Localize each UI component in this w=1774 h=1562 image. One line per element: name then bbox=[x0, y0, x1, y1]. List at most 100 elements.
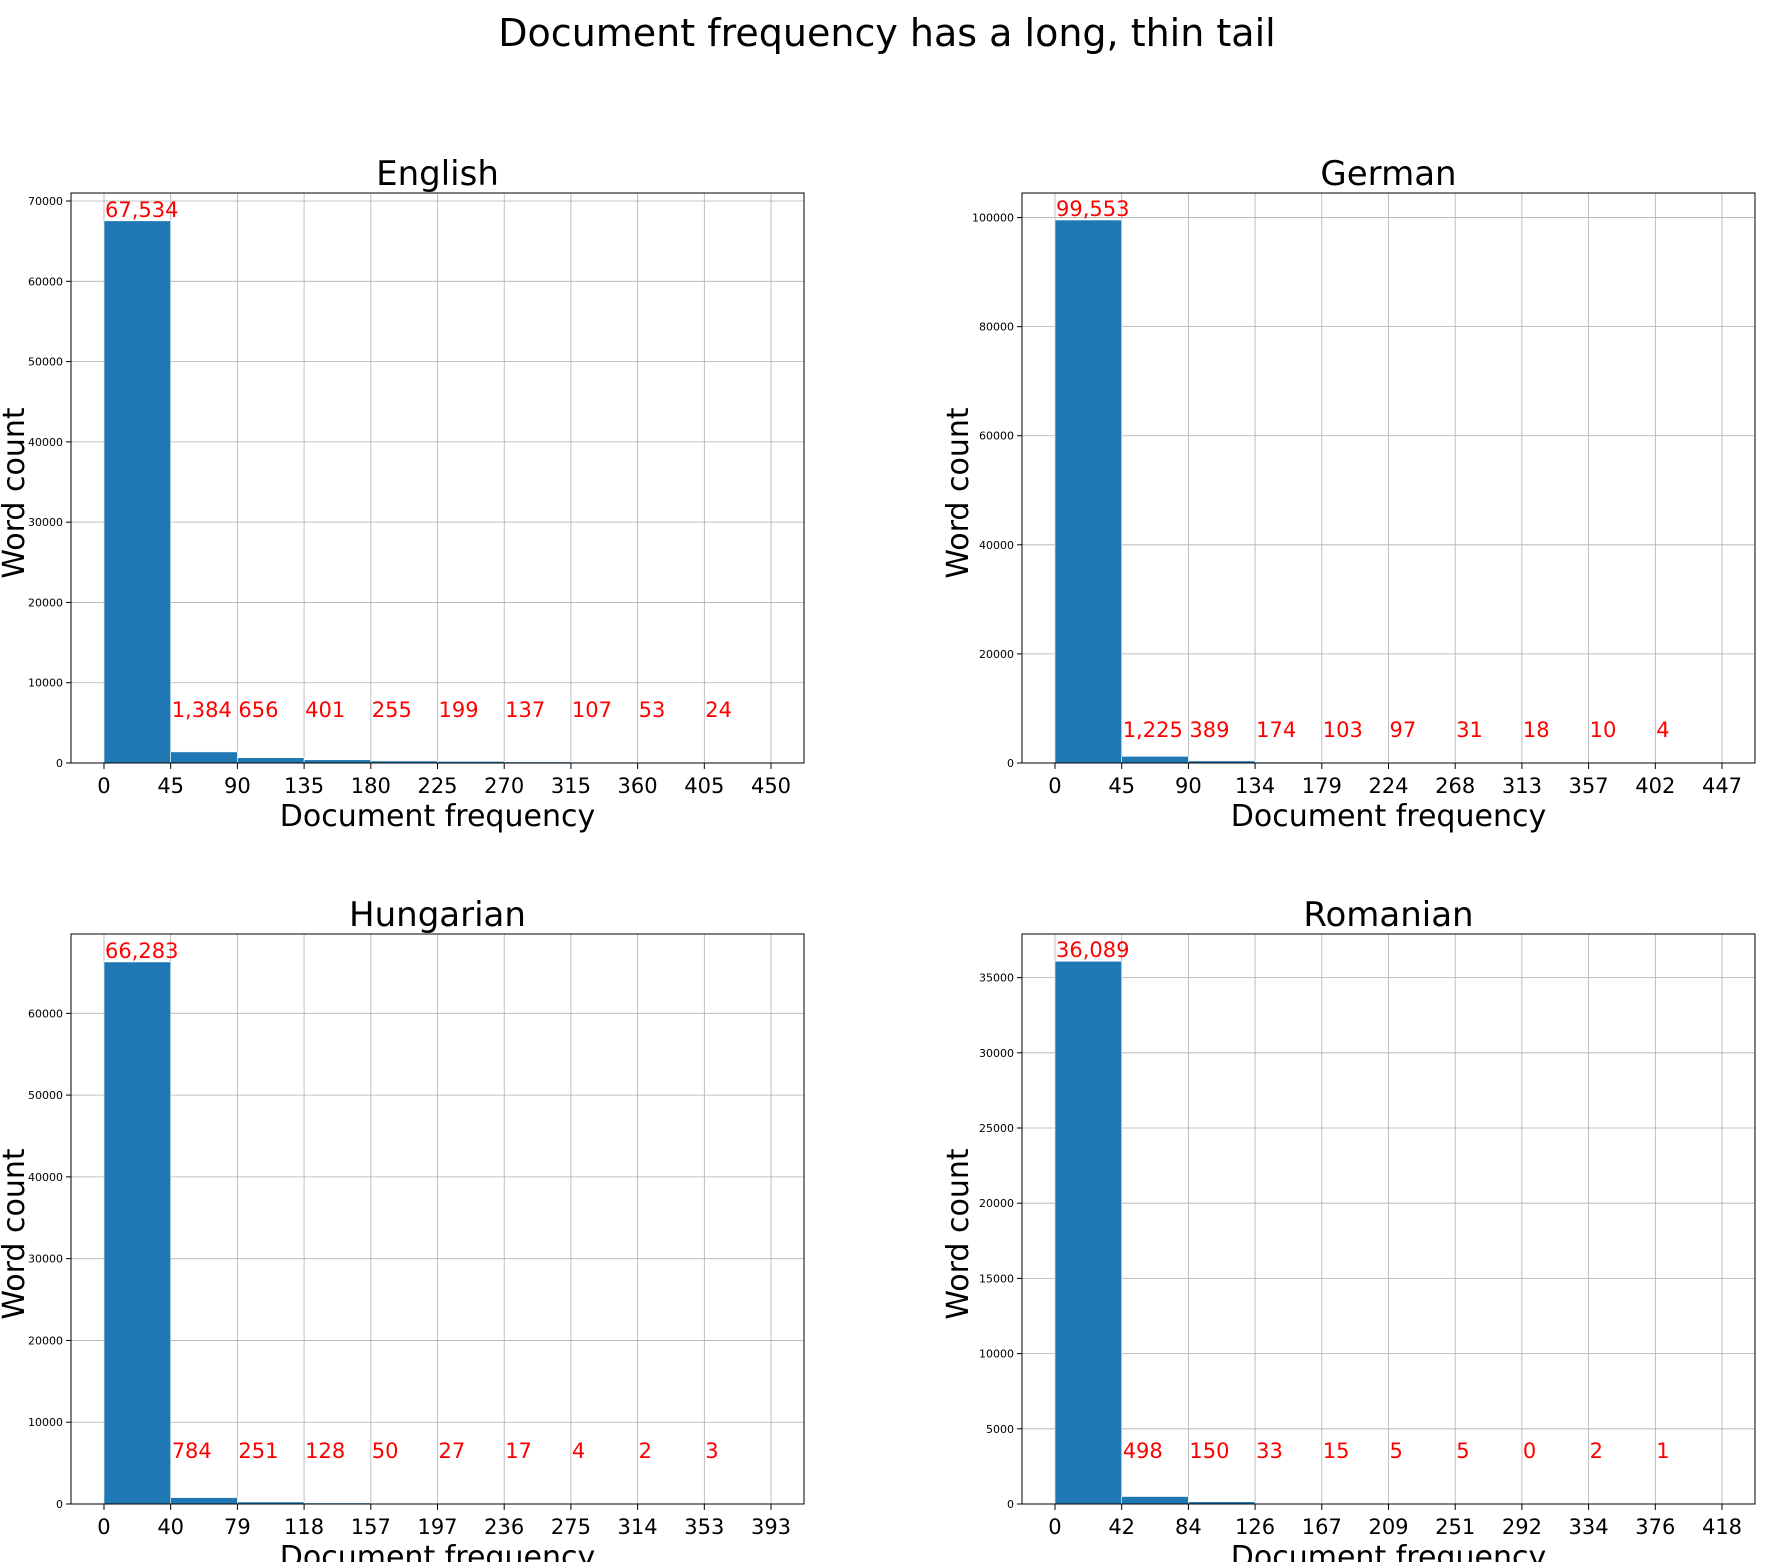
y-tick-label: 40000 bbox=[979, 539, 1014, 552]
y-tick-label: 0 bbox=[1007, 1498, 1014, 1511]
x-tick-label: 42 bbox=[1108, 1515, 1135, 1539]
subplot-romanian: 36,089 498 150 33 15 5 5 0 2 1 0 42 84 126 167 209 251 29… bbox=[941, 895, 1756, 1562]
bar-value-label: 1 bbox=[1656, 1439, 1669, 1463]
histogram-bar bbox=[103, 961, 171, 1505]
y-tick-label: 50000 bbox=[28, 356, 63, 369]
y-tick-label: 0 bbox=[1007, 757, 1014, 770]
x-tick-label: 353 bbox=[684, 1515, 724, 1539]
y-tick-label: 30000 bbox=[979, 1047, 1014, 1060]
y-axis-label: Word count bbox=[941, 1148, 976, 1320]
x-tick-label: 40 bbox=[157, 1515, 184, 1539]
x-tick-label: 179 bbox=[1302, 774, 1342, 798]
bar-value-label: 36,089 bbox=[1056, 938, 1129, 962]
bar-value-label: 1,384 bbox=[172, 698, 232, 722]
x-tick-label: 90 bbox=[224, 774, 251, 798]
y-tick-label: 30000 bbox=[28, 1253, 63, 1266]
x-tick-label: 225 bbox=[417, 774, 457, 798]
subplot-title: German bbox=[1320, 154, 1456, 194]
bar-value-label: 67,534 bbox=[105, 198, 178, 222]
bar-value-label: 27 bbox=[439, 1439, 466, 1463]
figure-title: Document frequency has a long, thin tail bbox=[498, 11, 1275, 55]
y-tick-label: 60000 bbox=[28, 275, 63, 288]
bar-value-label: 199 bbox=[439, 698, 479, 722]
histogram-bar bbox=[103, 220, 171, 764]
x-tick-label: 402 bbox=[1635, 774, 1675, 798]
x-tick-label: 314 bbox=[618, 1515, 658, 1539]
x-tick-label: 268 bbox=[1435, 774, 1475, 798]
x-tick-label: 79 bbox=[224, 1515, 251, 1539]
bar-value-label: 5 bbox=[1390, 1439, 1403, 1463]
bar-value-label: 24 bbox=[705, 698, 732, 722]
x-tick-label: 134 bbox=[1235, 774, 1275, 798]
subplot-title: Hungarian bbox=[349, 895, 526, 935]
x-tick-label: 224 bbox=[1368, 774, 1408, 798]
x-axis-label: Document frequency bbox=[280, 1540, 595, 1562]
y-tick-label: 5000 bbox=[986, 1423, 1014, 1436]
x-tick-label: 376 bbox=[1635, 1515, 1675, 1539]
x-tick-label: 447 bbox=[1702, 774, 1742, 798]
y-tick-label: 15000 bbox=[979, 1272, 1014, 1285]
bar-value-label: 10 bbox=[1590, 718, 1617, 742]
y-tick-label: 10000 bbox=[979, 1348, 1014, 1361]
x-tick-label: 0 bbox=[1048, 774, 1061, 798]
bar-value-label: 150 bbox=[1189, 1439, 1229, 1463]
x-tick-label: 0 bbox=[97, 1515, 110, 1539]
y-axis-label: Word count bbox=[0, 1148, 32, 1320]
bar-value-label: 107 bbox=[572, 698, 612, 722]
histogram-bar bbox=[1121, 1496, 1189, 1505]
subplot-title: Romanian bbox=[1303, 895, 1473, 935]
bar-value-label: 2 bbox=[639, 1439, 652, 1463]
y-tick-label: 20000 bbox=[28, 1334, 63, 1347]
x-tick-label: 209 bbox=[1368, 1515, 1408, 1539]
x-tick-label: 334 bbox=[1569, 1515, 1609, 1539]
bar-value-label: 0 bbox=[1523, 1439, 1536, 1463]
bar-value-label: 66,283 bbox=[105, 939, 178, 963]
bar-value-label: 784 bbox=[172, 1439, 212, 1463]
bar-value-label: 17 bbox=[505, 1439, 532, 1463]
histogram-bar bbox=[170, 751, 238, 764]
y-tick-label: 60000 bbox=[979, 430, 1014, 443]
x-tick-label: 180 bbox=[351, 774, 391, 798]
y-tick-label: 25000 bbox=[979, 1122, 1014, 1135]
x-tick-label: 197 bbox=[417, 1515, 457, 1539]
x-axis-label: Document frequency bbox=[1231, 1540, 1546, 1562]
x-tick-label: 357 bbox=[1569, 774, 1609, 798]
bar-value-label: 2 bbox=[1590, 1439, 1603, 1463]
y-tick-label: 20000 bbox=[979, 1197, 1014, 1210]
x-tick-label: 450 bbox=[751, 774, 791, 798]
bar-value-label: 15 bbox=[1323, 1439, 1350, 1463]
bar-value-label: 174 bbox=[1256, 718, 1296, 742]
y-axis-label: Word count bbox=[941, 407, 976, 579]
histogram-bar bbox=[1054, 960, 1122, 1505]
x-tick-label: 45 bbox=[1108, 774, 1135, 798]
bar-value-label: 401 bbox=[305, 698, 345, 722]
bar-value-label: 389 bbox=[1189, 718, 1229, 742]
x-tick-label: 135 bbox=[284, 774, 324, 798]
subplot-german: 99,553 1,225 389 174 103 97 31 18 10 4 0 45 90 134 179… bbox=[941, 154, 1756, 834]
x-axis-label: Document frequency bbox=[1231, 799, 1546, 834]
histogram-bar bbox=[170, 1497, 238, 1505]
y-tick-label: 30000 bbox=[28, 516, 63, 529]
y-tick-label: 20000 bbox=[28, 596, 63, 609]
x-tick-label: 405 bbox=[684, 774, 724, 798]
bar-value-label: 33 bbox=[1256, 1439, 1283, 1463]
y-tick-label: 100000 bbox=[972, 212, 1014, 225]
y-axis-label: Word count bbox=[0, 407, 32, 579]
y-tick-label: 80000 bbox=[979, 321, 1014, 334]
y-tick-label: 0 bbox=[56, 757, 63, 770]
subplot-title: English bbox=[376, 154, 499, 194]
histogram-bar bbox=[237, 757, 305, 764]
bar-value-label: 656 bbox=[238, 698, 278, 722]
bar-value-label: 255 bbox=[372, 698, 412, 722]
y-tick-label: 10000 bbox=[28, 1416, 63, 1429]
x-tick-label: 270 bbox=[484, 774, 524, 798]
bar-value-label: 31 bbox=[1456, 718, 1483, 742]
bar-value-label: 53 bbox=[639, 698, 666, 722]
x-tick-label: 275 bbox=[551, 1515, 591, 1539]
histogram-bar bbox=[1121, 756, 1189, 764]
y-tick-label: 0 bbox=[56, 1498, 63, 1511]
x-tick-label: 126 bbox=[1235, 1515, 1275, 1539]
x-tick-label: 292 bbox=[1502, 1515, 1542, 1539]
